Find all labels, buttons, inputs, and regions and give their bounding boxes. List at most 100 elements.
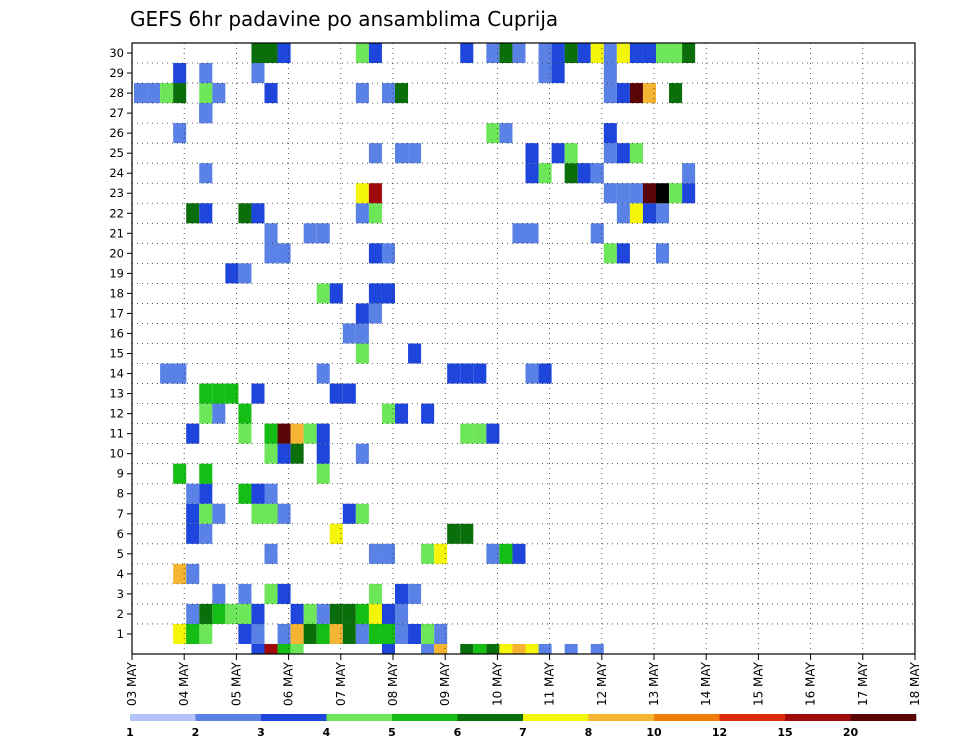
heatmap-cell — [525, 163, 539, 184]
heatmap-cell — [264, 643, 278, 654]
x-tick-label: 16 MAY — [804, 661, 818, 706]
heatmap-cell — [355, 83, 369, 104]
heatmap-cell — [368, 243, 382, 264]
y-tick-label: 10 — [109, 447, 124, 461]
heatmap-cell — [160, 363, 174, 384]
heatmap-cell — [486, 123, 500, 144]
heatmap-cell — [212, 403, 226, 424]
y-tick-label: 28 — [109, 86, 124, 100]
heatmap-cell — [355, 43, 369, 64]
heatmap-cell — [408, 623, 422, 644]
heatmap-cell — [395, 603, 409, 624]
heatmap-cell — [134, 83, 148, 104]
heatmap-cell — [603, 43, 617, 64]
colorbar-swatch — [850, 714, 917, 721]
heatmap-cell — [616, 143, 630, 164]
y-tick-label: 21 — [109, 226, 124, 240]
heatmap-cell — [460, 43, 474, 64]
heatmap-cell — [551, 43, 565, 64]
heatmap-cell — [538, 163, 552, 184]
heatmap-cell — [629, 183, 643, 204]
y-tick-label: 29 — [109, 66, 124, 80]
heatmap-cell — [603, 63, 617, 84]
heatmap-cell — [355, 443, 369, 464]
y-tick-label: 4 — [117, 567, 124, 581]
heatmap-cell — [225, 603, 239, 624]
heatmap-cell — [486, 543, 500, 564]
heatmap-cell — [251, 203, 265, 224]
x-tick-label: 03 MAY — [125, 661, 139, 706]
heatmap-cell — [251, 63, 265, 84]
heatmap-cell — [316, 603, 330, 624]
x-tick-label: 06 MAY — [282, 661, 296, 706]
heatmap-cell — [316, 463, 330, 484]
colorbar-swatch — [654, 714, 720, 721]
heatmap-cell — [525, 363, 539, 384]
colorbar-label: 2 — [192, 726, 200, 739]
x-tick-label: 12 MAY — [595, 661, 609, 706]
heatmap-cell — [381, 243, 395, 264]
y-tick-label: 22 — [109, 206, 124, 220]
heatmap-cell — [669, 183, 683, 204]
heatmap-cell — [303, 623, 317, 644]
heatmap-cell — [473, 643, 487, 654]
colorbar-swatch — [523, 714, 589, 721]
heatmap-cell — [264, 243, 278, 264]
heatmap-cell — [368, 543, 382, 564]
colorbar-swatch — [719, 714, 786, 721]
heatmap-cell — [421, 543, 435, 564]
heatmap-cell — [264, 443, 278, 464]
heatmap-cell — [434, 543, 448, 564]
y-tick-label: 13 — [109, 387, 124, 401]
heatmap-cell — [603, 183, 617, 204]
heatmap-cell — [499, 43, 513, 64]
heatmap-cell — [421, 643, 435, 654]
heatmap-cell — [251, 623, 265, 644]
heatmap-cell — [564, 143, 578, 164]
heatmap-cell — [368, 43, 382, 64]
heatmap-cell — [342, 383, 356, 404]
heatmap-cell — [186, 423, 200, 444]
heatmap-cell — [473, 423, 487, 444]
heatmap-cell — [538, 43, 552, 64]
heatmap-cell — [342, 623, 356, 644]
heatmap-cell — [421, 623, 435, 644]
heatmap-cell — [316, 223, 330, 244]
heatmap-cell — [629, 143, 643, 164]
heatmap-cell — [277, 43, 291, 64]
heatmap-cell — [316, 423, 330, 444]
heatmap-cell — [342, 323, 356, 344]
heatmap-cell — [408, 143, 422, 164]
heatmap-cell — [603, 143, 617, 164]
colorbar-label: 5 — [388, 726, 396, 739]
heatmap-cell — [512, 543, 526, 564]
heatmap-cell — [329, 283, 343, 304]
heatmap-cell — [538, 363, 552, 384]
heatmap-cell — [212, 603, 226, 624]
heatmap-cell — [277, 443, 291, 464]
x-axis: 03 MAY 04 MAY 05 MAY 06 MAY 07 MAY 08 MAY 09 M… — [125, 654, 922, 706]
colorbar-swatch — [130, 714, 196, 721]
heatmap-cell — [551, 63, 565, 84]
heatmap-cells — [134, 43, 696, 654]
y-tick-label: 25 — [109, 146, 124, 160]
heatmap-cell — [564, 163, 578, 184]
heatmap-cell — [277, 243, 291, 264]
heatmap-cell — [199, 83, 213, 104]
y-tick-label: 26 — [109, 126, 124, 140]
heatmap-cell — [303, 223, 317, 244]
heatmap-cell — [616, 183, 630, 204]
heatmap-cell — [238, 403, 252, 424]
y-tick-label: 16 — [109, 326, 124, 340]
heatmap-cell — [212, 503, 226, 524]
heatmap-cell — [277, 623, 291, 644]
heatmap-cell — [616, 243, 630, 264]
heatmap-cell — [642, 83, 656, 104]
heatmap-cell — [173, 123, 187, 144]
y-tick-label: 11 — [109, 427, 124, 441]
grid-lines — [132, 43, 915, 654]
heatmap-cell — [682, 163, 696, 184]
heatmap-cell — [512, 43, 526, 64]
heatmap-cell — [225, 263, 239, 284]
heatmap-cell — [525, 643, 539, 654]
